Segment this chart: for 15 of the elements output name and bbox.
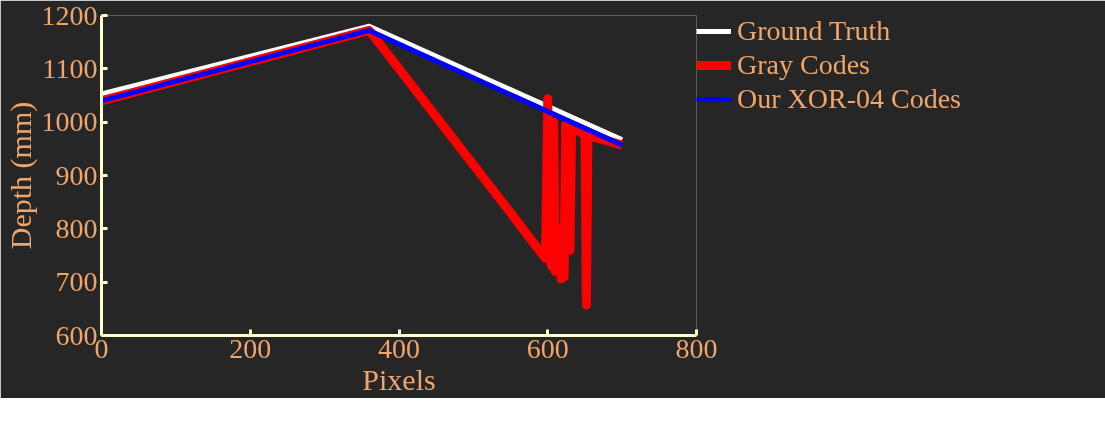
x-axis-title: Pixels (362, 362, 436, 396)
legend-label: Gray Codes (737, 49, 870, 81)
x-tick-label: 200 (229, 332, 272, 364)
y-tick-label: 900 (55, 159, 98, 191)
x-tick-label: 600 (526, 332, 569, 364)
legend-label: Ground Truth (737, 15, 891, 47)
y-tick-label: 1100 (42, 52, 98, 84)
y-tick-label: 700 (55, 266, 98, 298)
y-tick-label: 800 (55, 212, 98, 244)
y-tick-label: 1200 (41, 0, 98, 31)
x-tick-label: 400 (378, 332, 420, 364)
y-axis-title: Depth (mm) (3, 101, 38, 250)
legend-label: Our XOR-04 Codes (737, 83, 961, 115)
x-tick-label: 800 (675, 332, 718, 364)
y-tick-label: 1000 (41, 106, 98, 138)
